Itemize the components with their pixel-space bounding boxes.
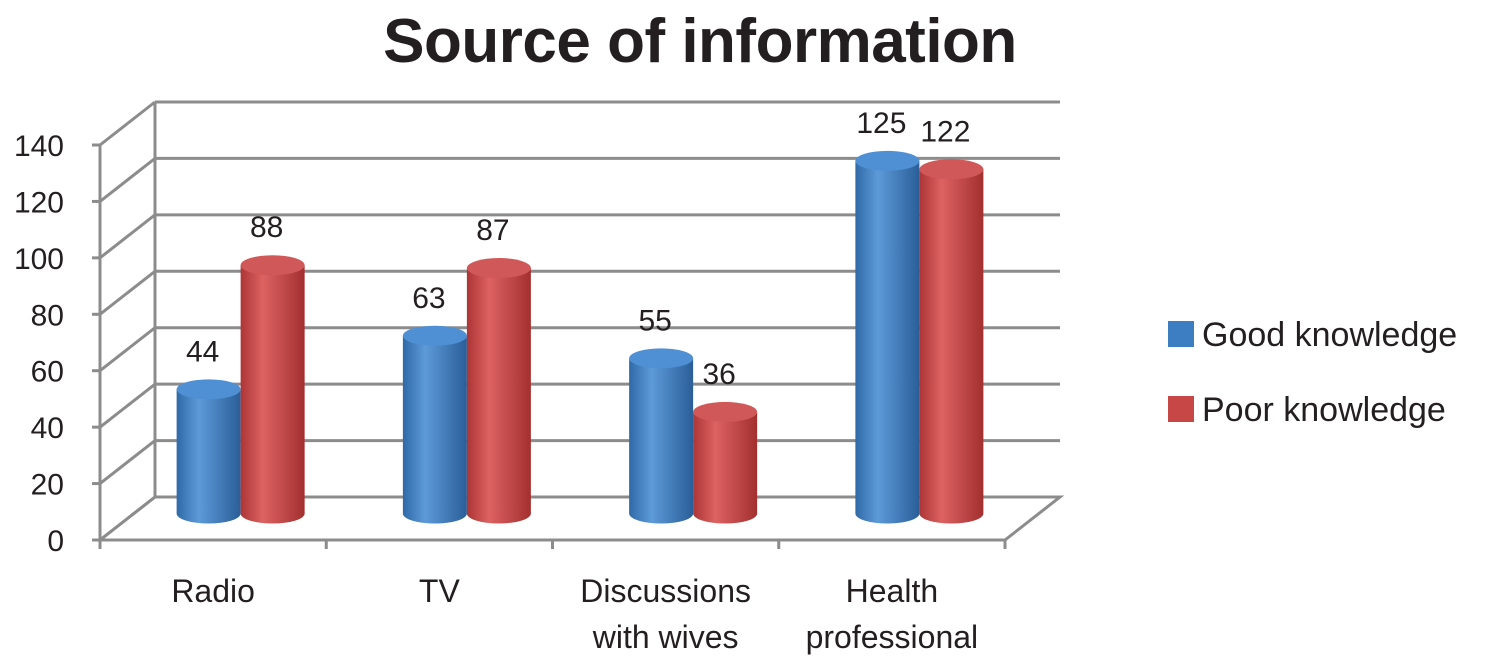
y-axis-ticks: 0 20 40 60 80 100 120 140 xyxy=(14,130,100,558)
bar-top xyxy=(629,348,694,369)
bars xyxy=(176,150,984,524)
bar-body xyxy=(176,389,241,524)
gridline-side xyxy=(99,382,156,429)
bar-poor-knowledge xyxy=(240,255,305,524)
y-tick-label: 20 xyxy=(31,469,64,502)
bar-top xyxy=(240,255,305,276)
bar-top xyxy=(855,150,920,171)
legend: Good knowledge Poor knowledge xyxy=(1168,316,1457,429)
chart-title: Source of information xyxy=(383,7,1017,76)
data-label: 125 xyxy=(856,107,906,140)
y-tick-label: 100 xyxy=(14,243,64,276)
data-label: 63 xyxy=(412,282,445,315)
bar-good-knowledge xyxy=(629,348,694,524)
data-label: 44 xyxy=(186,335,219,368)
x-category-label: with wives xyxy=(592,619,739,655)
bar-body xyxy=(466,268,531,524)
x-axis-categories: Radio TV Discussions with wives Health profes… xyxy=(98,540,1007,655)
legend-label: Poor knowledge xyxy=(1202,391,1446,429)
bar-body xyxy=(629,358,694,524)
bar-top xyxy=(693,401,758,422)
data-label: 87 xyxy=(476,214,509,247)
data-label: 122 xyxy=(920,115,970,148)
x-category-label: professional xyxy=(806,619,979,655)
gridline-side xyxy=(99,326,156,372)
bar-poor-knowledge xyxy=(466,258,531,524)
y-tick-label: 40 xyxy=(31,412,64,445)
bar-top xyxy=(402,325,467,346)
y-tick-label: 60 xyxy=(31,356,64,389)
y-tick-label: 80 xyxy=(31,299,64,332)
legend-swatch xyxy=(1168,396,1194,422)
bar-good-knowledge xyxy=(402,325,467,524)
bar-good-knowledge xyxy=(176,379,241,524)
bar-poor-knowledge xyxy=(919,159,984,524)
gridline-side xyxy=(99,270,156,316)
x-category-label: Radio xyxy=(171,573,255,609)
bar-body xyxy=(240,265,305,524)
y-tick-label: 120 xyxy=(14,186,64,219)
gridline-side xyxy=(99,157,156,203)
bar-top xyxy=(176,379,241,400)
bar-body xyxy=(693,411,758,524)
bar-poor-knowledge xyxy=(693,401,758,524)
y-tick-label: 140 xyxy=(14,130,64,163)
gridline-side xyxy=(99,213,156,260)
bar-good-knowledge xyxy=(855,150,920,524)
legend-label: Good knowledge xyxy=(1202,316,1457,354)
bar-body xyxy=(919,169,984,524)
data-label: 55 xyxy=(638,304,671,337)
gridline-side xyxy=(99,100,156,147)
gridline-side xyxy=(99,495,156,542)
x-category-label: Discussions xyxy=(580,573,751,609)
bar-top xyxy=(919,159,984,180)
x-category-label: TV xyxy=(419,573,461,609)
bar-top xyxy=(466,258,531,279)
data-labels: 44 88 63 87 55 36 125 122 xyxy=(186,107,970,391)
x-category-label: Health xyxy=(846,573,939,609)
legend-swatch xyxy=(1168,321,1194,347)
data-label: 36 xyxy=(702,358,735,391)
bar-body xyxy=(402,335,467,524)
y-tick-label: 0 xyxy=(47,525,64,558)
bar-body xyxy=(855,160,920,524)
gridline-side xyxy=(99,439,156,485)
data-label: 88 xyxy=(250,211,283,244)
